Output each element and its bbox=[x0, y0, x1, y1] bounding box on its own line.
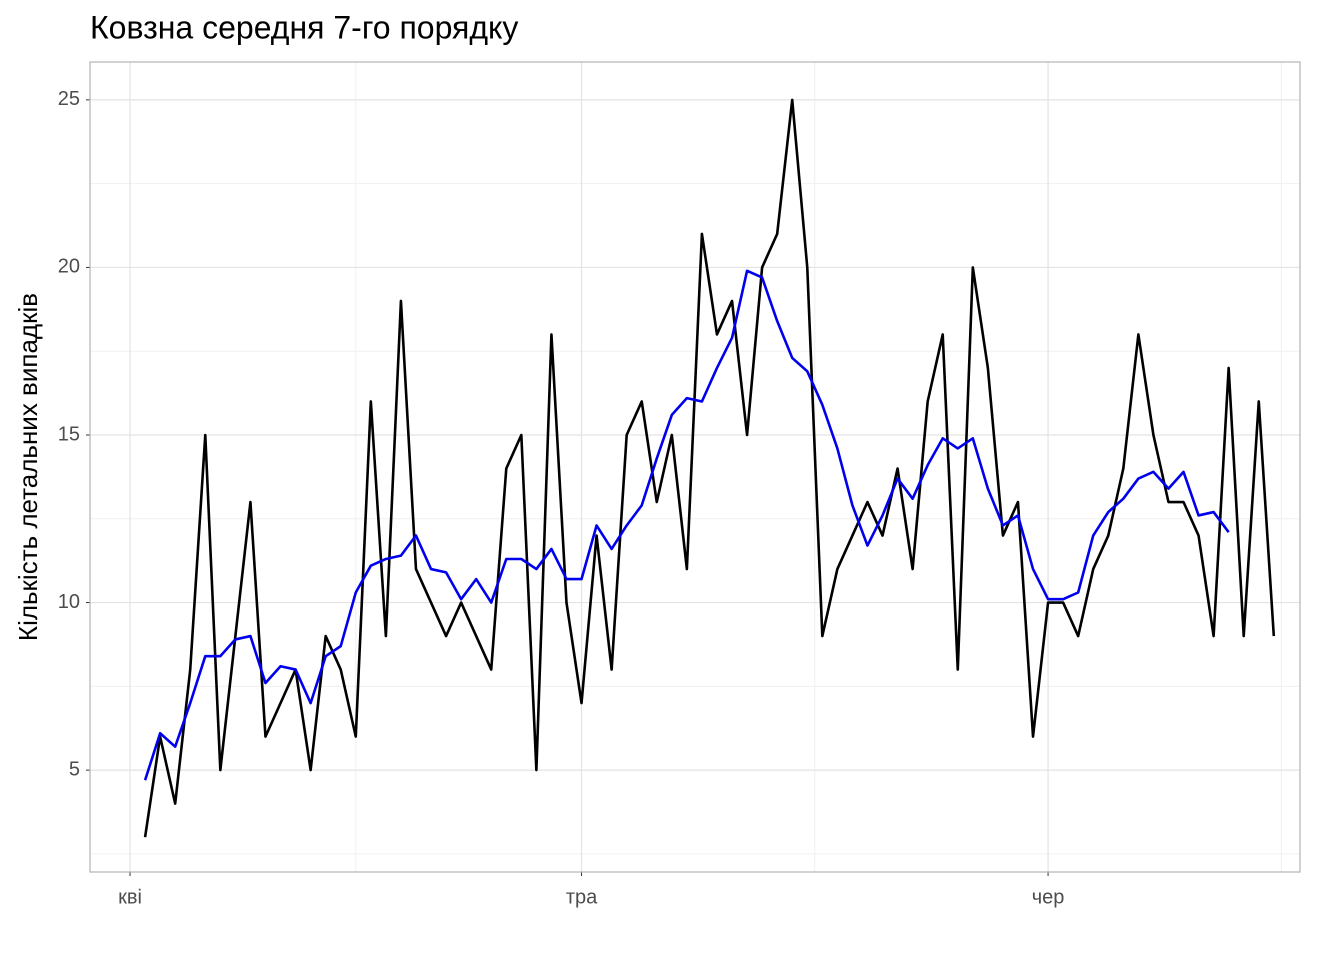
y-axis-label: Кількість летальних випадків bbox=[13, 293, 43, 641]
series-line bbox=[143, 98, 1276, 838]
chart-title: Ковзна середня 7-го порядку bbox=[90, 9, 518, 45]
series-line bbox=[143, 269, 1230, 781]
y-tick-label: 5 bbox=[69, 758, 80, 780]
x-tick-label: тра bbox=[566, 886, 598, 908]
x-tick-label: чер bbox=[1032, 886, 1065, 908]
plot-border bbox=[89, 61, 1301, 873]
y-tick-label: 25 bbox=[58, 88, 80, 110]
x-tick-label: кві bbox=[118, 886, 142, 908]
y-tick-label: 10 bbox=[58, 591, 80, 613]
y-tick-label: 20 bbox=[58, 256, 80, 278]
y-tick-label: 15 bbox=[58, 423, 80, 445]
